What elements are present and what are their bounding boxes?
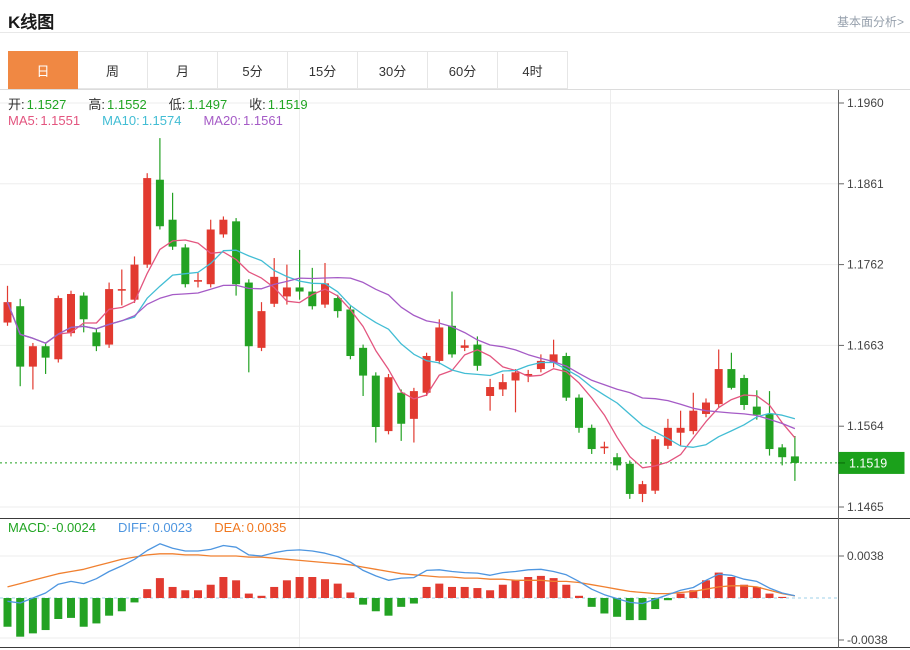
interval-tab-bar: 日周月 5分 15分 30分 60分 4时 — [0, 51, 910, 90]
tab-30分[interactable]: 30分 — [358, 51, 428, 89]
ohlc-legend: 开: 1.1527 高: 1.1552 低: 1.1497 收: 1.1519 — [8, 94, 330, 113]
ohlc-legend-item-1: 高: 1.1552 — [88, 97, 147, 112]
current-price-badge: 1.1519 — [838, 451, 905, 474]
price-axis: 1.1960 1.1861 1.1762 1.1663 1.1564 1.1465 0.00… — [838, 90, 888, 648]
svg-text:-0.0038: -0.0038 — [847, 633, 888, 647]
widget-header: K线图 基本面分析> — [0, 0, 910, 33]
ma5-line — [6, 239, 796, 469]
ma20-line — [6, 276, 796, 430]
dea-line — [7, 553, 796, 597]
tab-4时[interactable]: 4时 — [498, 51, 568, 89]
ma-legend-item-2: MA20: 1.1561 — [203, 113, 283, 128]
svg-text:1.1465: 1.1465 — [847, 500, 884, 514]
svg-text:1.1663: 1.1663 — [847, 338, 884, 352]
svg-text:1.1762: 1.1762 — [847, 258, 884, 272]
svg-text:0.0038: 0.0038 — [847, 549, 884, 563]
macd-histogram — [3, 572, 787, 637]
ma-legend: MA5: 1.1551 MA10: 1.1574 MA20: 1.1561 — [8, 113, 305, 128]
candlestick-series — [3, 138, 799, 503]
diff-line — [7, 543, 796, 605]
tab-15分[interactable]: 15分 — [288, 51, 358, 89]
ohlc-legend-item-2: 低: 1.1497 — [168, 97, 228, 112]
page-title: K线图 — [8, 13, 55, 32]
svg-text:1.1519: 1.1519 — [849, 456, 887, 470]
ohlc-legend-item-0: 开: 1.1527 — [8, 97, 67, 112]
macd-legend-item-0: MACD: -0.0024 — [8, 520, 96, 535]
ma-legend-item-1: MA10: 1.1574 — [102, 113, 182, 128]
macd-legend-item-2: DEA: 0.0035 — [214, 520, 287, 535]
svg-text:1.1861: 1.1861 — [847, 177, 884, 191]
tab-60分[interactable]: 60分 — [428, 51, 498, 89]
svg-text:1.1564: 1.1564 — [847, 419, 884, 433]
ma-legend-item-0: MA5: 1.1551 — [8, 113, 81, 128]
tab-日[interactable]: 日 — [8, 51, 78, 89]
macd-legend-item-1: DIFF: 0.0023 — [117, 520, 193, 535]
ma10-line — [6, 249, 796, 448]
tab-月[interactable]: 月 — [148, 51, 218, 89]
tab-周[interactable]: 周 — [78, 51, 148, 89]
macd-legend: MACD: -0.0024 DIFF: 0.0023 DEA: 0.0035 — [8, 520, 308, 535]
fundamental-analysis-link[interactable]: 基本面分析> — [836, 15, 904, 29]
kline-chart-canvas[interactable]: 1.1960 1.1861 1.1762 1.1663 1.1564 1.1465 0.00… — [0, 90, 910, 650]
ohlc-legend-item-3: 收: 1.1519 — [249, 97, 308, 112]
tab-5分[interactable]: 5分 — [218, 51, 288, 89]
svg-text:1.1960: 1.1960 — [847, 96, 884, 110]
chart-area: 开: 1.1527 高: 1.1552 低: 1.1497 收: 1.1519 MA5: 1.1… — [0, 90, 910, 650]
